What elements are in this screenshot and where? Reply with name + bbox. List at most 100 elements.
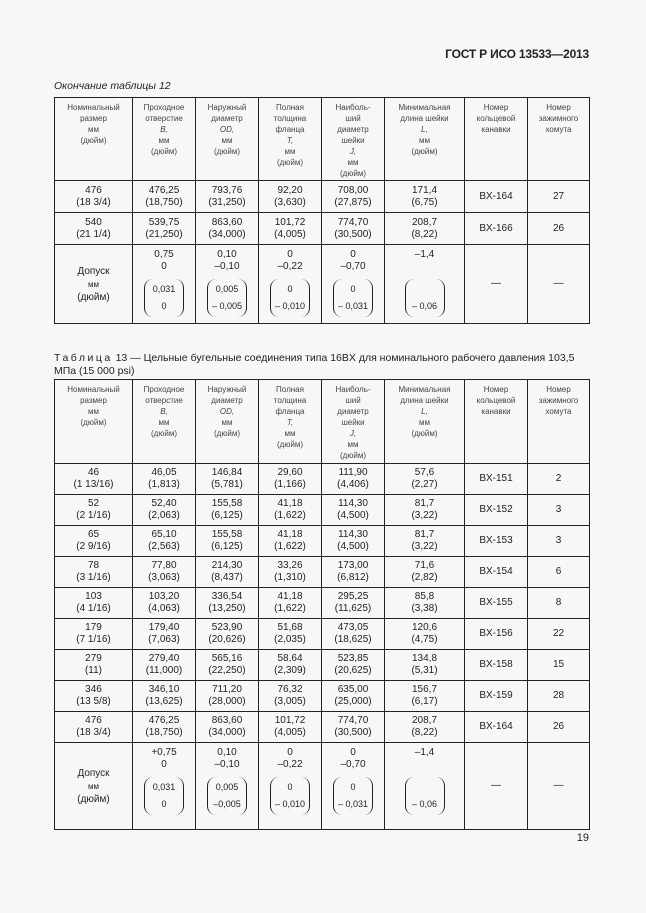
table-cell: 120,6 (4,75) [384, 618, 465, 650]
tolerance-label-line: мм [88, 279, 99, 289]
tolerance-label: Допуск мм (дюйм) [54, 244, 133, 324]
cell-line: (дюйм) [80, 136, 107, 145]
tolerance-inch-parentheses: 0 – 0,031 [332, 777, 374, 815]
tolerance-label-line: (дюйм) [77, 291, 110, 303]
cell-line: – 0,010 [274, 799, 306, 809]
cell-line: (дюйм) [411, 147, 438, 156]
tolerance-dash: — [464, 742, 528, 830]
cell-line: – 0,031 [337, 301, 369, 311]
cell-line: 15 [552, 659, 565, 670]
table-cell: 635,00 (25,000) [321, 680, 385, 712]
cell-line: (30,500) [334, 228, 372, 240]
header-row: Номинальный размер мм (дюйм) Проходное отверс… [54, 379, 590, 464]
cell-line: – 0,06 [411, 799, 438, 809]
cell-line: T, [286, 136, 294, 145]
table-row: 78 (3 1/16) 77,80 (3,063) 214,30 (8,437) 33,26… [54, 556, 590, 588]
cell-line: 214,30 [211, 560, 243, 571]
cell-line: (11,625) [334, 603, 372, 614]
column-header: Наружный диаметр OD, мм (дюйм) [195, 379, 259, 464]
cell-line: 346,10 [148, 684, 180, 695]
cell-line: (6,125) [211, 510, 243, 521]
cell-line: Проходное [143, 103, 185, 112]
table-cell: 179,40 (7,063) [132, 618, 196, 650]
cell-line: (1,813) [148, 479, 180, 490]
table-cell: BX-152 [464, 494, 528, 526]
cell-line: 279,40 [148, 653, 180, 664]
table-row: 65 (2 9/16) 65,10 (2,563) 155,58 (6,125) 41,18… [54, 525, 590, 557]
cell-line: канавки [481, 407, 511, 416]
cell-line: (3,005) [274, 696, 306, 707]
table-cell: 476,25 (18,750) [132, 180, 196, 213]
cell-line: (1,310) [274, 572, 306, 583]
table-cell: 103 (4 1/16) [54, 587, 133, 619]
table-cell: 863,60 (34,000) [195, 711, 259, 743]
tolerance-mm: 0 –0,70 [322, 249, 384, 273]
cell-line: 85,8 [414, 591, 435, 602]
cell-line: (7,063) [148, 634, 180, 645]
table-cell: 711,20 (28,000) [195, 680, 259, 712]
cell-line: BX-159 [479, 690, 513, 701]
table-row: 279 (11) 279,40 (11,000) 565,16 (22,250) 58,64… [54, 649, 590, 681]
cell-line: 2 [555, 473, 562, 484]
table-cell: 279,40 (11,000) [132, 649, 196, 681]
tolerance-cell: 0,75 0 0,031 0 [132, 244, 196, 324]
cell-line: 279 [85, 653, 102, 664]
table-row: 476 (18 3/4) 476,25 (18,750) 863,60 (34,000) 1… [54, 711, 590, 743]
column-header: Номер зажимного хомута [527, 379, 590, 464]
cell-line: – 0,005 [211, 301, 243, 311]
table-cell: 793,76 (31,250) [195, 180, 259, 213]
cell-line: (6,812) [337, 572, 369, 583]
column-header: Минимальная длина шейки L, мм (дюйм) [384, 97, 465, 181]
cell-line: мм [284, 147, 296, 156]
table-cell: 78 (3 1/16) [54, 556, 133, 588]
cell-line: мм [284, 429, 296, 438]
table-cell: 92,20 (3,630) [258, 180, 322, 213]
cell-line: 711,20 [212, 684, 242, 695]
cell-line: (21,250) [145, 228, 183, 240]
spacer [385, 261, 464, 273]
table-row: 346 (13 5/8) 346,10 (13,625) 711,20 (28,000) 7… [54, 680, 590, 712]
cell-line: 863,60 [211, 216, 243, 228]
table-cell: 65,10 (2,563) [132, 525, 196, 557]
cell-line: 0 [161, 759, 167, 770]
table-cell: 52 (2 1/16) [54, 494, 133, 526]
cell-line: 28 [552, 690, 565, 701]
cell-line: канавки [481, 125, 511, 134]
table-cell: 3 [527, 494, 590, 526]
cell-line: Наружный [207, 103, 247, 112]
column-header: Полная толщина фланца T, мм (дюйм) [258, 379, 322, 464]
cell-line: (2,063) [148, 510, 180, 521]
cell-line: 41,18 [277, 529, 303, 540]
table-cell: 101,72 (4,005) [258, 711, 322, 743]
cell-line: диаметр [211, 396, 243, 405]
table-cell: 103,20 (4,063) [132, 587, 196, 619]
cell-line: 3 [555, 535, 562, 546]
column-header: Номер кольцевой канавки [464, 379, 528, 464]
cell-line: 134,8 [411, 653, 438, 664]
cell-line: 0,031 [152, 782, 176, 792]
tolerance-cell: +0,75 0 0,031 0 [132, 742, 196, 830]
cell-line: (6,125) [211, 541, 243, 552]
cell-line: 476,25 [148, 184, 180, 196]
table-cell: 51,68 (2,035) [258, 618, 322, 650]
document-code: ГОСТ Р ИСО 13533—2013 [445, 47, 589, 61]
cell-line: (3,22) [411, 541, 438, 552]
cell-line: (3,063) [148, 572, 180, 583]
tolerance-cell: 0 –0,22 0– 0,010 [258, 742, 322, 830]
column-header: Проходное отверстие B, мм (дюйм) [132, 379, 196, 464]
cell-line: 523,90 [211, 622, 243, 633]
header-row: Номинальный размер мм (дюйм) Проходное отверс… [54, 97, 590, 181]
cell-line: Проходное [143, 385, 185, 394]
cell-line: 523,85 [337, 653, 369, 664]
cell-line: (4,005) [274, 727, 306, 738]
cell-line: (18,750) [145, 196, 183, 208]
table-12-end: Номинальный размер мм (дюйм) Проходное отверс… [54, 97, 590, 324]
table-cell: 71,6 (2,82) [384, 556, 465, 588]
table-cell: 76,32 (3,005) [258, 680, 322, 712]
cell-line: –0,70 [340, 261, 366, 272]
cell-line: 58,64 [277, 653, 303, 664]
cell-line: Номинальный [67, 103, 120, 112]
table-cell: 146,84 (5,781) [195, 463, 259, 495]
table-cell: 41,18 (1,622) [258, 587, 322, 619]
cell-line: +0,75 [151, 747, 177, 758]
